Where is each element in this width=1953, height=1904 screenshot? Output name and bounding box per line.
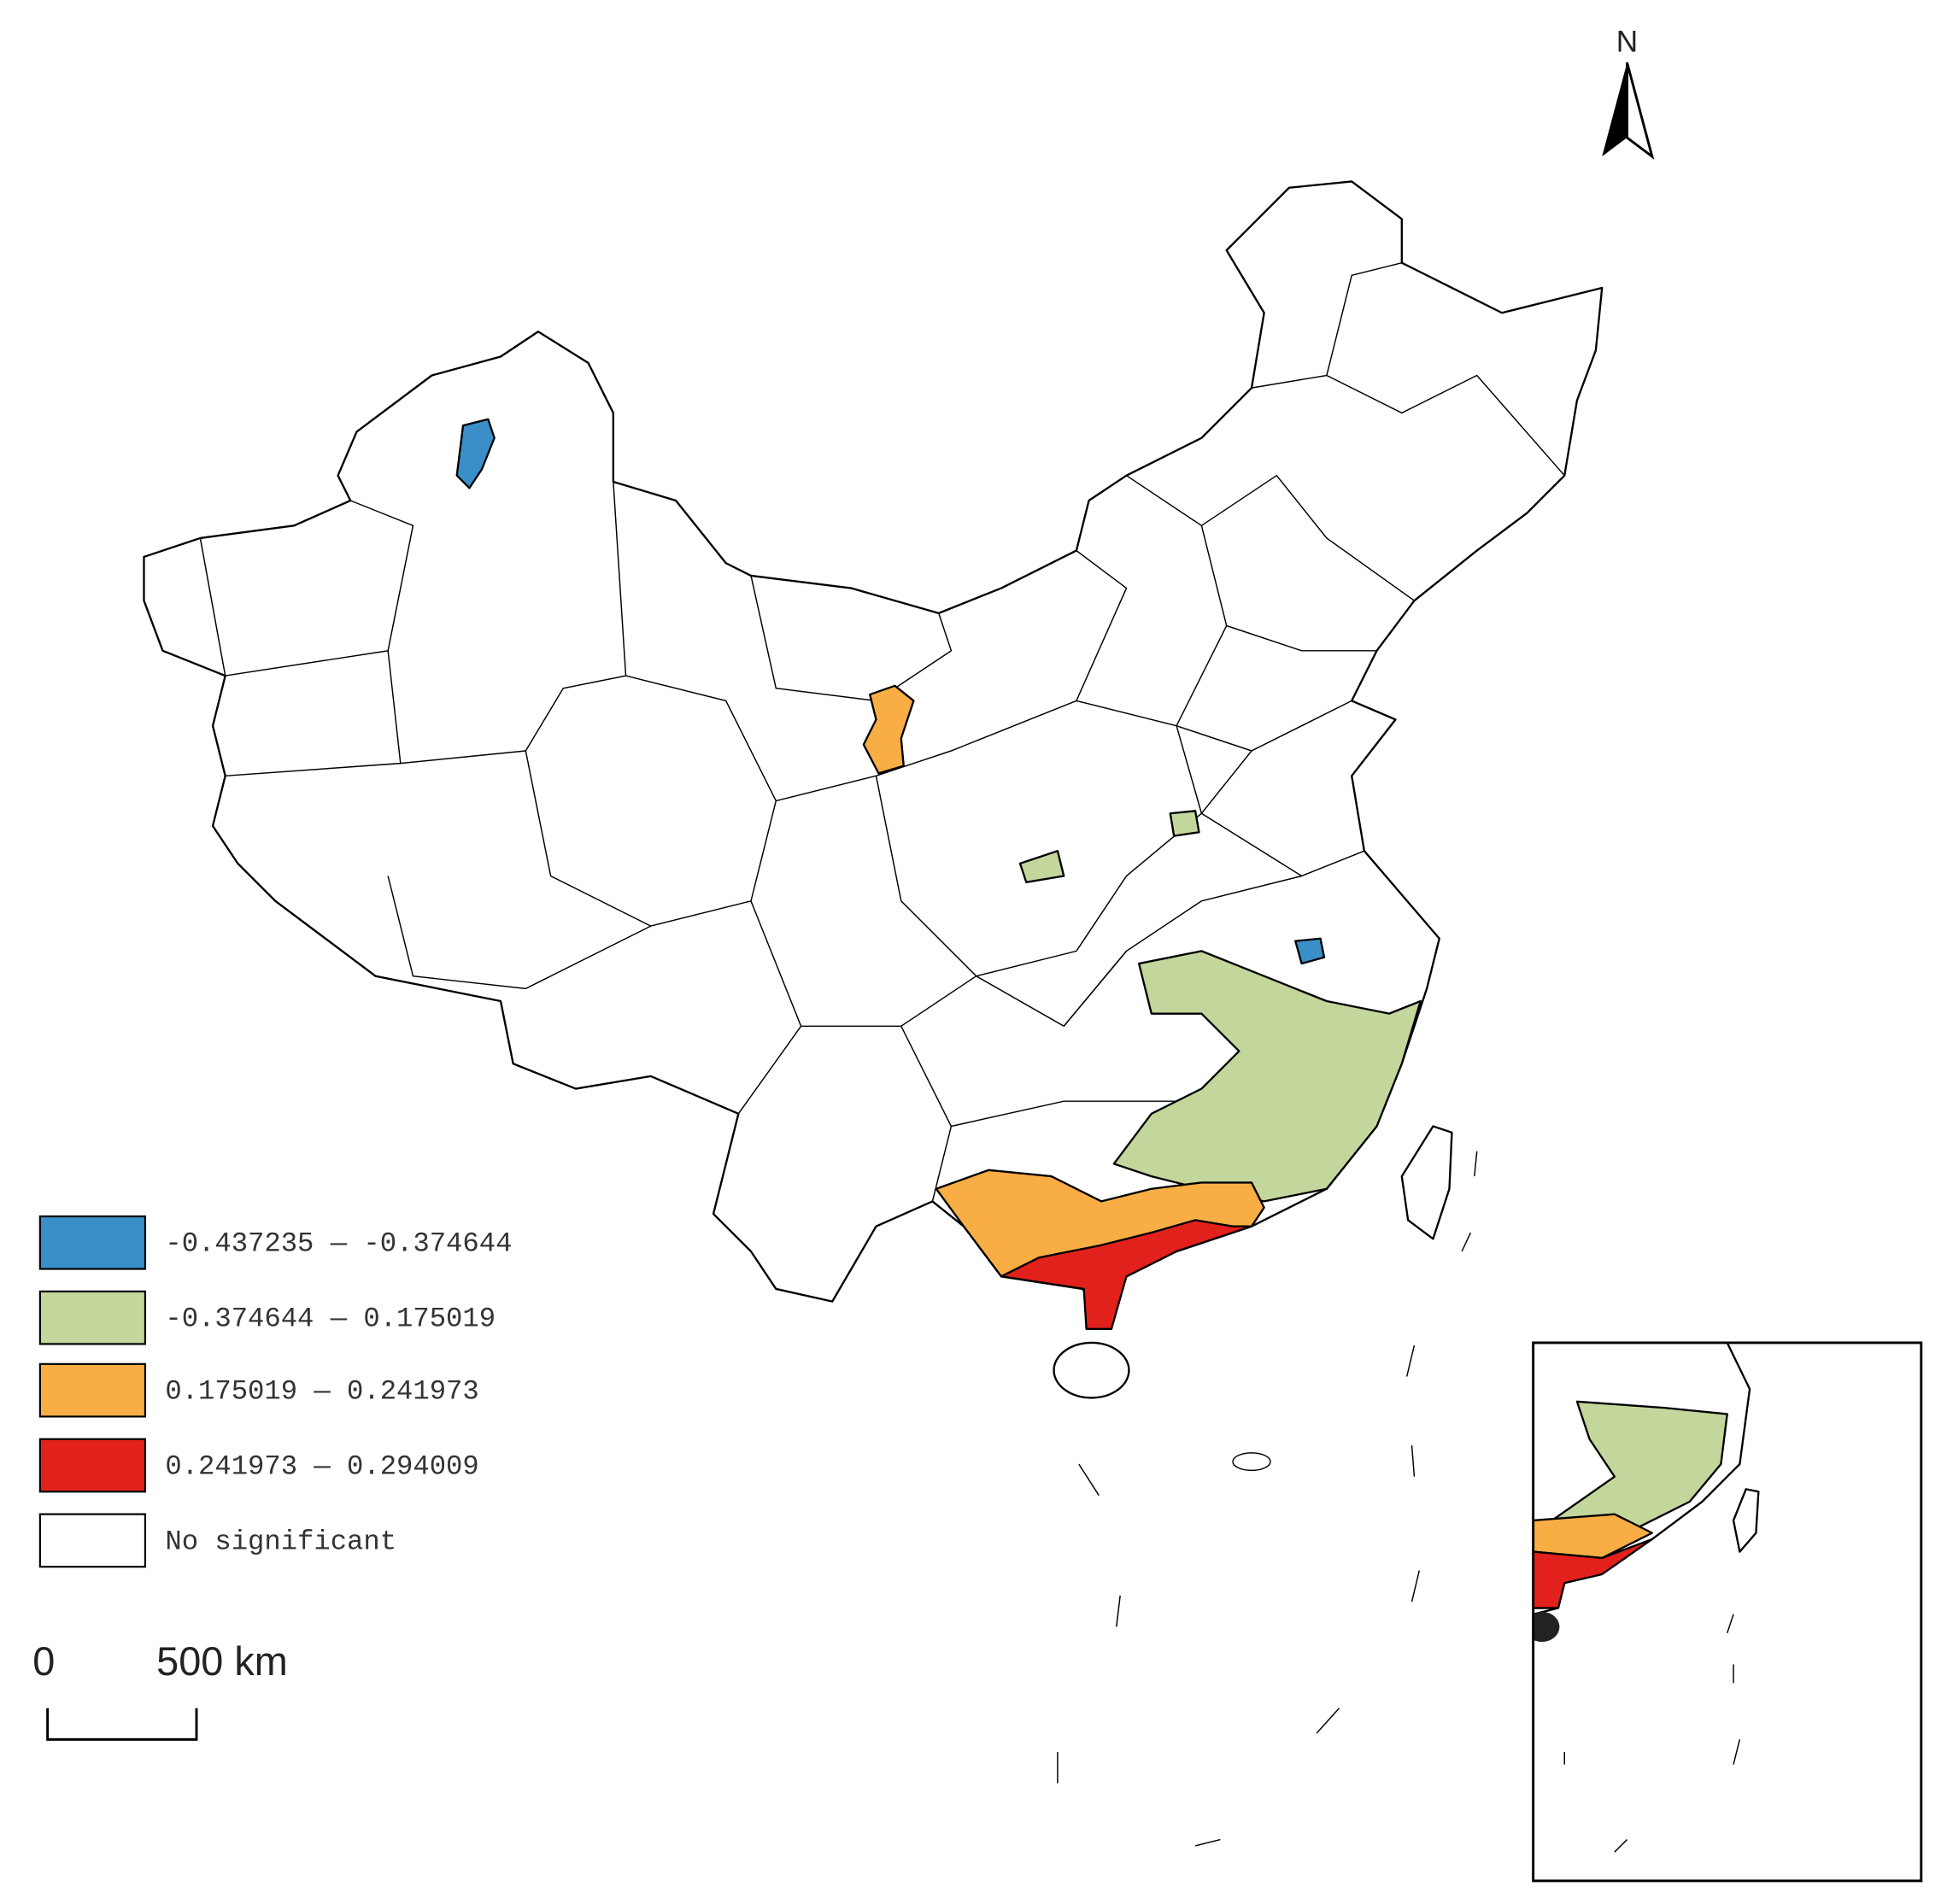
legend-swatch [38,1290,147,1345]
sea-boundary [1057,1151,1478,1847]
region-class-2 [1169,810,1200,837]
taiwan [1400,1125,1453,1240]
legend: -0.437235 — -0.374644 -0.374644 — 0.17501… [38,1215,512,1568]
inset-map [1533,1342,1760,1853]
region-class-2 [1112,950,1422,1203]
map-layer: N -0.437235 — -0.374644 -0.374644 — 0.175… [32,26,1923,1883]
inset-frame [1532,1341,1923,1883]
boundaries [199,261,1565,1202]
legend-swatch [38,1513,147,1568]
north-arrow: N [1602,26,1655,160]
legend-swatch [38,1362,147,1418]
region-class-1 [1294,937,1326,965]
scale-bar: 0 500 km [32,1639,288,1741]
region-class-4 [1000,1219,1253,1331]
legend-label: -0.374644 — 0.175019 [165,1304,496,1335]
inset-island [1533,1611,1560,1643]
inset-region [1533,1513,1653,1560]
north-label: N [1616,26,1638,59]
inset-region [1533,1538,1653,1609]
legend-swatch [38,1215,147,1270]
inset-taiwan [1732,1488,1760,1553]
scale-label: 500 km [156,1639,288,1684]
region-class-2 [1018,850,1065,883]
legend-label: 0.175019 — 0.241973 [165,1376,478,1408]
region-class-3 [862,684,915,775]
legend-label: 0.241973 — 0.294009 [165,1450,478,1482]
legend-label: No significant [165,1526,396,1557]
scale-label: 0 [32,1639,55,1684]
legend-swatch [38,1438,147,1493]
hainan [1053,1341,1130,1399]
legend-label: -0.437235 — -0.374644 [165,1228,512,1260]
region-class-1 [455,418,496,489]
